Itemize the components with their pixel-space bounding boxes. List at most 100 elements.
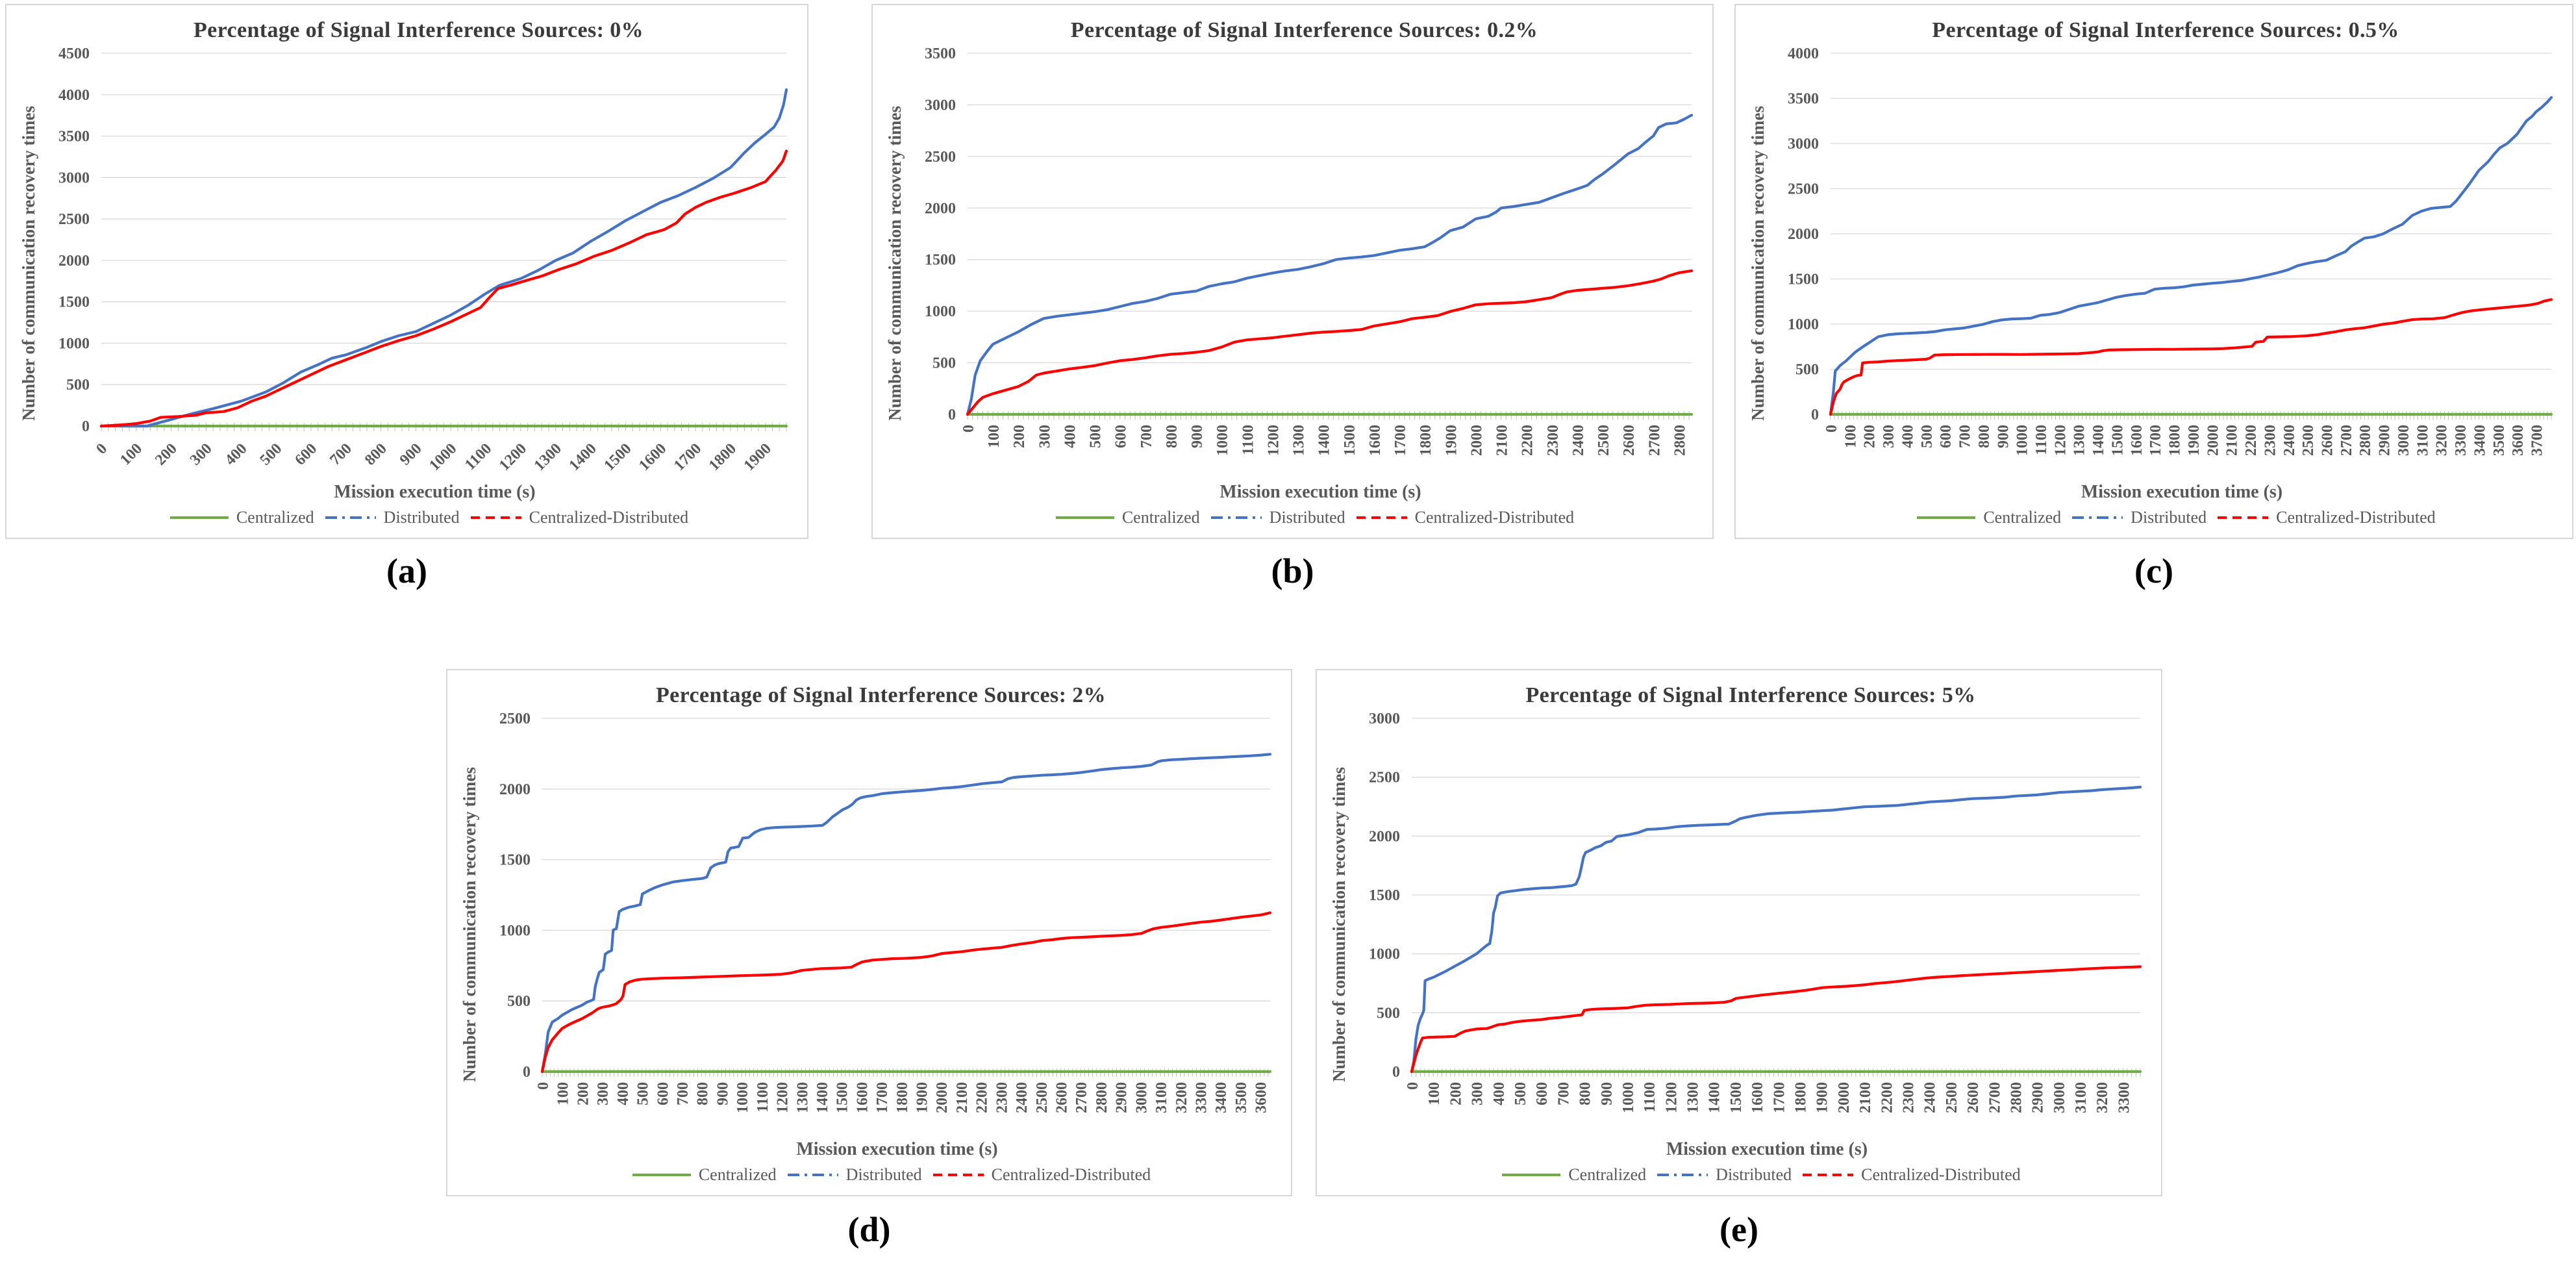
centralized-distributed-line-icon bbox=[2218, 516, 2269, 519]
x-tick-label: 2600 bbox=[1965, 1082, 1982, 1113]
x-tick-label: 2800 bbox=[2008, 1082, 2025, 1113]
y-axis-title: Number of communication recovery times bbox=[1323, 711, 1355, 1138]
x-tick-label: 2700 bbox=[2338, 425, 2355, 456]
y-tick-label: 3500 bbox=[1788, 91, 1819, 108]
x-tick-label: 2800 bbox=[1094, 1082, 1110, 1113]
series-line-distributed bbox=[99, 88, 788, 428]
x-tick-label: 2300 bbox=[1900, 1082, 1917, 1113]
y-tick-label: 3000 bbox=[58, 170, 90, 186]
x-tick-label: 2600 bbox=[2319, 425, 2336, 456]
x-tick-label: 300 bbox=[1881, 425, 1897, 448]
x-tick-label: 1700 bbox=[874, 1082, 891, 1113]
x-tick-label: 3400 bbox=[2471, 425, 2488, 456]
y-tick-label: 3000 bbox=[1788, 136, 1819, 153]
x-tick-label: 0 bbox=[960, 425, 977, 433]
y-tick-label: 1500 bbox=[58, 294, 90, 311]
series-line-distributed bbox=[1410, 785, 2142, 1074]
x-tick-label: 1400 bbox=[1707, 1082, 1723, 1113]
x-tick-label: 2500 bbox=[1595, 425, 1612, 456]
plot-row: Number of communication recovery times 0… bbox=[1323, 711, 2152, 1138]
chart-title: Percentage of Signal Interference Source… bbox=[1525, 683, 1976, 707]
y-tick-label: 500 bbox=[507, 993, 531, 1010]
x-tick-label: 1500 bbox=[2109, 425, 2126, 456]
x-tick-label: 2700 bbox=[1986, 1082, 2003, 1113]
x-tick-label: 100 bbox=[1842, 425, 1859, 448]
x-tick-label: 2200 bbox=[1519, 425, 1536, 456]
x-axis-title: Mission execution time (s) bbox=[796, 1139, 998, 1159]
x-tick-label: 1300 bbox=[1685, 1082, 1702, 1113]
x-tick-label: 1200 bbox=[775, 1082, 792, 1113]
x-tick-label: 1700 bbox=[671, 440, 705, 474]
legend-item-distributed: Distributed bbox=[1655, 1165, 1792, 1185]
x-tick-label: 500 bbox=[635, 1082, 652, 1105]
x-tick-label: 100 bbox=[117, 440, 145, 469]
distributed-line-icon bbox=[1210, 516, 1262, 519]
x-tick-label: 2500 bbox=[1034, 1082, 1051, 1113]
plot-row: Number of communication recovery times 0… bbox=[454, 711, 1282, 1138]
x-tick-label: 100 bbox=[555, 1082, 572, 1105]
x-tick-label: 900 bbox=[1599, 1082, 1616, 1105]
x-tick-label: 3100 bbox=[2414, 425, 2431, 456]
x-tick-label: 900 bbox=[1995, 425, 2012, 448]
x-tick-label: 900 bbox=[1189, 425, 1206, 448]
x-tick-label: 700 bbox=[675, 1082, 692, 1105]
x-tick-label: 1300 bbox=[794, 1082, 811, 1113]
x-tick-label: 0 bbox=[93, 440, 110, 458]
plot-wrap: 0 500 1000 1500 2000 2500 0 100 200 300 400 500 600 7… bbox=[485, 711, 1282, 1138]
x-tick-label: 100 bbox=[986, 425, 1003, 448]
y-tick-label: 2500 bbox=[925, 149, 956, 166]
x-tick-label: 1200 bbox=[1265, 425, 1282, 456]
x-tick-label: 300 bbox=[595, 1082, 612, 1105]
x-tick-label: 1600 bbox=[2129, 425, 2145, 456]
legend-item-distributed: Distributed bbox=[1209, 508, 1345, 527]
x-tick-label: 1200 bbox=[2052, 425, 2069, 456]
distributed-line-icon bbox=[325, 516, 376, 519]
x-tick-label: 800 bbox=[695, 1082, 712, 1105]
x-tick-label: 2200 bbox=[974, 1082, 991, 1113]
x-tick-label: 1900 bbox=[914, 1082, 931, 1113]
x-tick-label: 800 bbox=[1976, 425, 1993, 448]
x-axis-title: Mission execution time (s) bbox=[1666, 1139, 1868, 1159]
x-tick-label: 1100 bbox=[1642, 1082, 1658, 1113]
x-tick-label: 3300 bbox=[1194, 1082, 1210, 1113]
x-tick-label: 1500 bbox=[1728, 1082, 1745, 1113]
legend-item-centralized: Centralized bbox=[631, 1165, 777, 1185]
legend-item-centralized: Centralized bbox=[1915, 508, 2061, 527]
series-line-centralized-distributed bbox=[540, 911, 1272, 1074]
x-tick-label: 600 bbox=[655, 1082, 671, 1105]
caption-e: (e) bbox=[1719, 1210, 1758, 1249]
y-tick-label: 1500 bbox=[925, 252, 956, 269]
series-line-centralized-distributed bbox=[1410, 965, 2142, 1074]
y-tick-label: 4000 bbox=[1788, 45, 1819, 62]
x-tick-label: 3100 bbox=[1153, 1082, 1170, 1113]
x-tick-label: 800 bbox=[1577, 1082, 1594, 1105]
x-tick-label: 2400 bbox=[1922, 1082, 1939, 1113]
x-tick-label: 200 bbox=[1447, 1082, 1464, 1105]
x-tick-label: 800 bbox=[1164, 425, 1181, 448]
x-tick-label: 2100 bbox=[1857, 1082, 1874, 1113]
y-tick-label: 0 bbox=[82, 418, 90, 435]
y-tick-label: 2500 bbox=[499, 711, 531, 727]
x-tick-label: 1100 bbox=[1240, 425, 1257, 455]
x-tick-label: 2600 bbox=[1621, 425, 1638, 456]
series-line-distributed bbox=[1829, 95, 2553, 416]
legend-item-centralized-distributed: Centralized-Distributed bbox=[1355, 508, 1574, 527]
y-tick-label: 500 bbox=[1795, 362, 1819, 379]
chart-title: Percentage of Signal Interference Source… bbox=[1932, 18, 2399, 42]
y-tick-label: 0 bbox=[1811, 407, 1819, 423]
x-tick-label: 1500 bbox=[1342, 425, 1358, 456]
y-tick-label: 4500 bbox=[58, 45, 90, 62]
x-tick-label: 1600 bbox=[1367, 425, 1384, 456]
x-tick-label: 300 bbox=[1036, 425, 1053, 448]
series-line-centralized-distributed bbox=[99, 149, 788, 428]
x-tick-label: 1600 bbox=[636, 440, 669, 474]
x-tick-label: 700 bbox=[1957, 425, 1974, 448]
x-tick-label: 200 bbox=[152, 440, 181, 469]
x-tick-label: 2300 bbox=[1545, 425, 1562, 456]
x-tick-label: 1900 bbox=[2186, 425, 2203, 456]
x-tick-label: 3600 bbox=[1253, 1082, 1270, 1113]
x-tick-label: 300 bbox=[187, 440, 216, 469]
chart-panel-c: Percentage of Signal Interference Source… bbox=[1734, 4, 2573, 539]
